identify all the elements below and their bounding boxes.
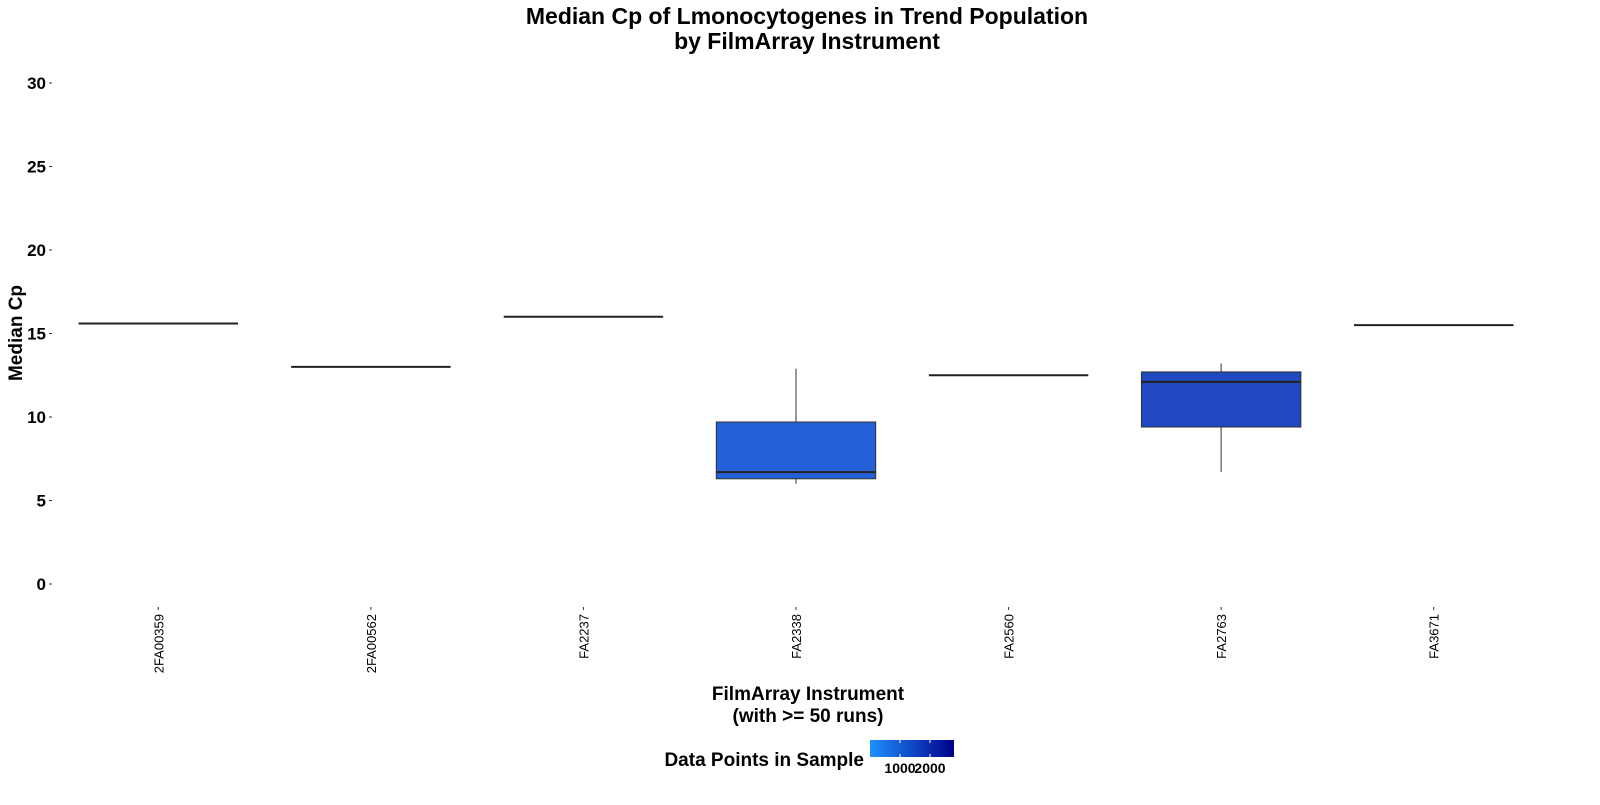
x-tick-label: FA3671: [1427, 614, 1442, 659]
x-tick-label: FA2763: [1214, 614, 1229, 659]
legend-gradient-bar: [870, 740, 954, 757]
legend-tick-label: 1000: [884, 760, 915, 776]
box-FA2338: [715, 368, 877, 484]
x-axis: 2FA00359 2FA00562 FA2237 FA2338 FA2560 FA2763…: [151, 607, 1442, 673]
boxes-layer: [78, 315, 1514, 484]
x-tick-label: FA2338: [789, 614, 804, 659]
box-iqr: [1140, 371, 1302, 428]
x-tick-label: 2FA00359: [151, 614, 166, 673]
y-tick-label: 10: [27, 408, 46, 427]
y-tick-label: 30: [27, 74, 46, 93]
y-tick-label: 0: [37, 575, 46, 594]
y-axis-title: Median Cp: [6, 285, 27, 381]
x-axis-title: FilmArray Instrument: [712, 684, 905, 705]
y-tick-label: 5: [37, 492, 46, 511]
box-FA2763: [1140, 363, 1302, 473]
y-axis: 0 5 10 15 20 25 30: [27, 74, 52, 594]
y-tick-label: 20: [27, 241, 46, 260]
x-tick-label: FA2560: [1002, 614, 1017, 659]
chart-title: Median Cp of Lmonocytogenes in Trend Pop…: [526, 3, 1088, 29]
box-iqr: [715, 421, 877, 480]
x-axis-subtitle: (with >= 50 runs): [733, 706, 884, 727]
x-tick-label: 2FA00562: [364, 614, 379, 673]
legend-tick-label: 2000: [914, 760, 945, 776]
legend-colorbar: [870, 740, 954, 757]
legend-title: Data Points in Sample: [664, 750, 864, 771]
x-tick-label: FA2237: [576, 614, 591, 659]
y-tick-label: 25: [27, 158, 46, 177]
chart-subtitle: by FilmArray Instrument: [674, 28, 940, 54]
y-tick-label: 15: [27, 325, 46, 344]
